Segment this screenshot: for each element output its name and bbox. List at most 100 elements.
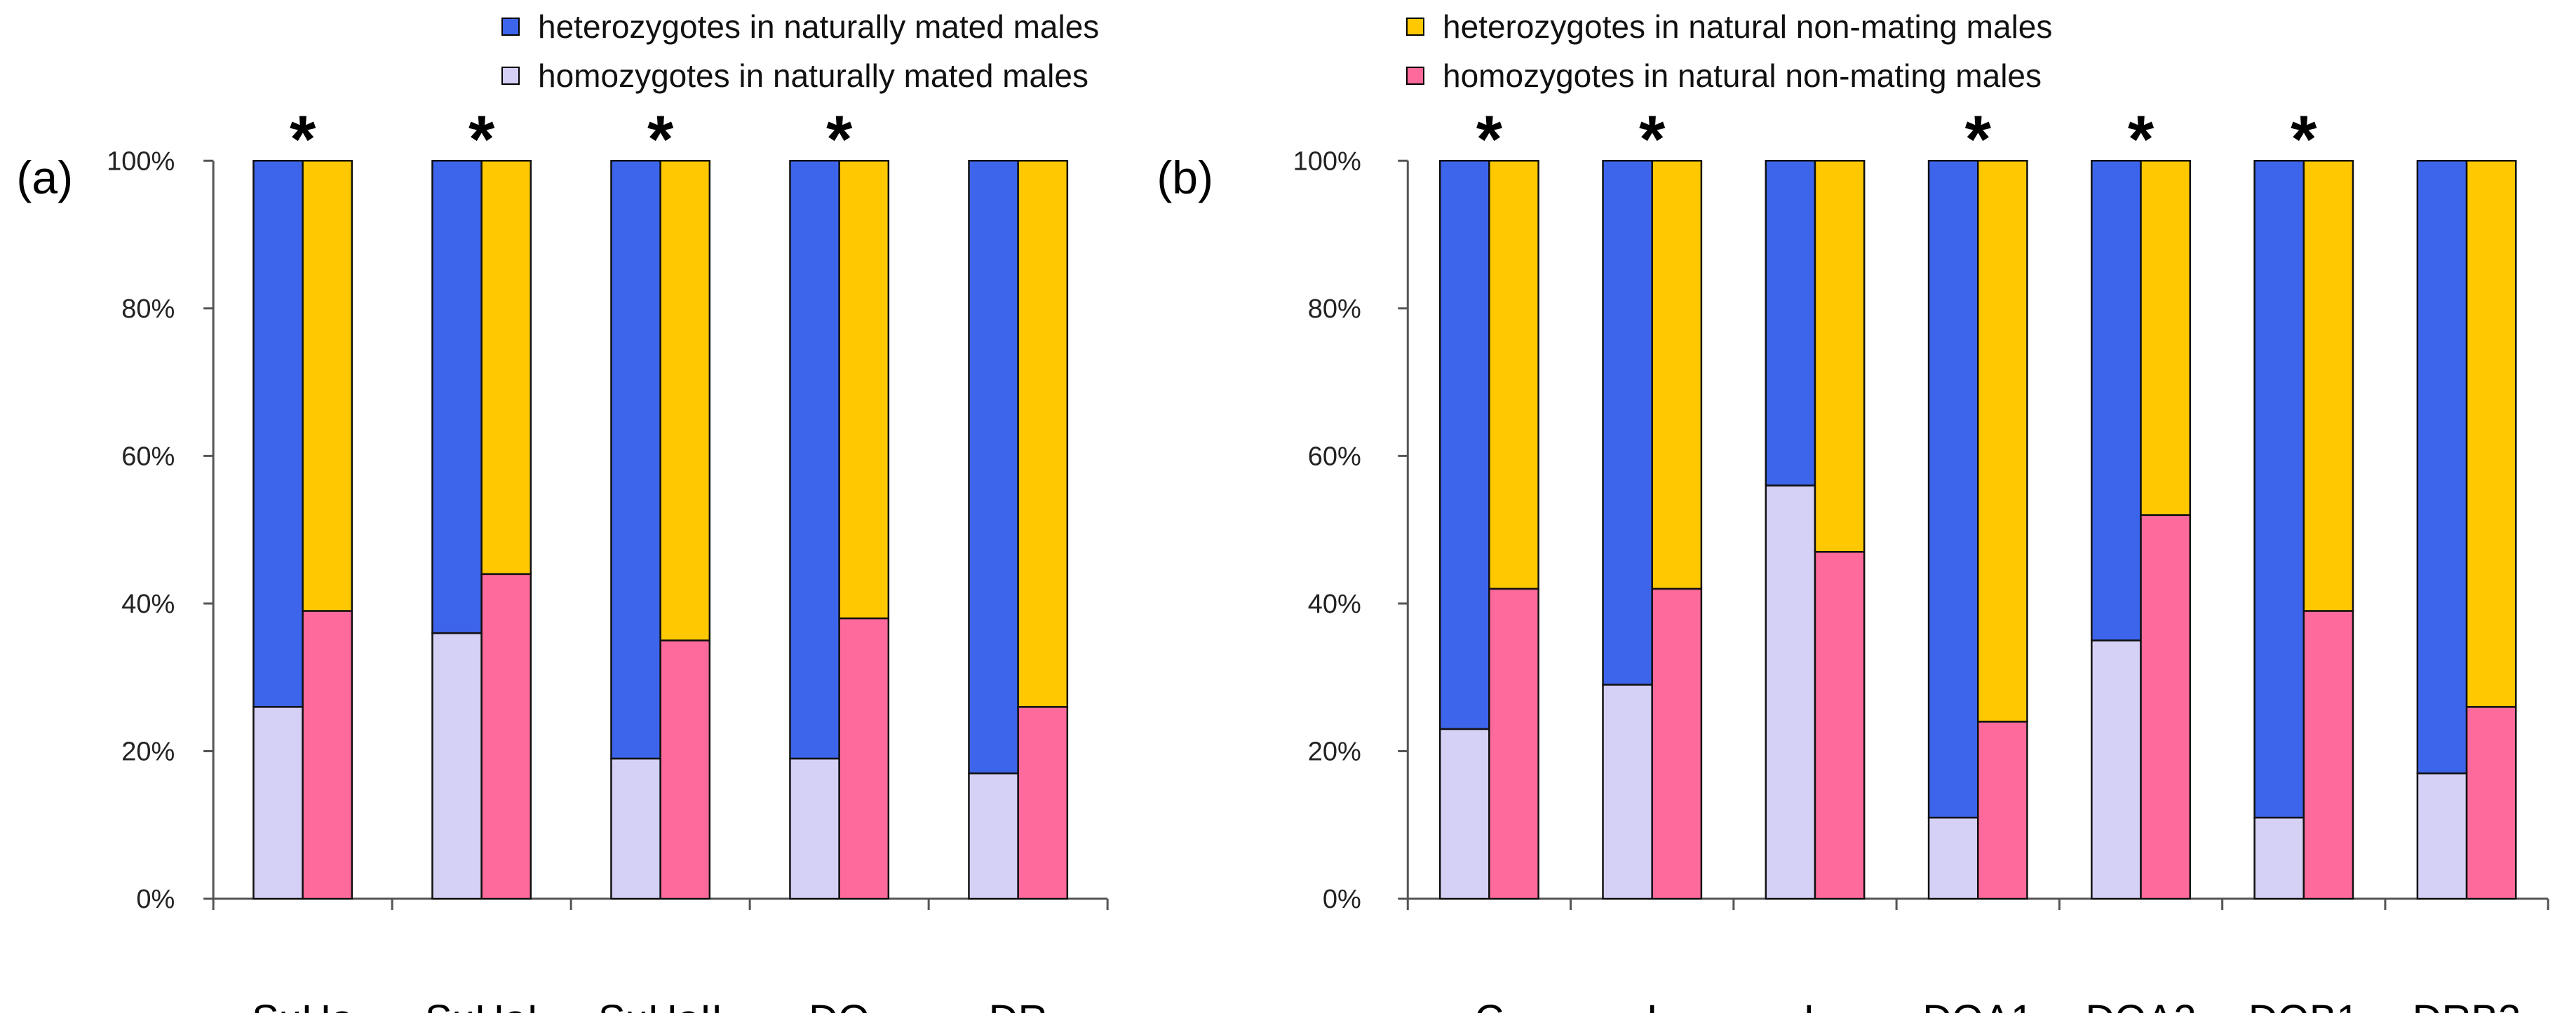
category-label-suhaii: SuHaII <box>598 997 722 1013</box>
y-tick-label: 100% <box>1293 147 1361 176</box>
panel-b-chart: (b) 0% 20% 40% 60% 80% 100% * C * I L * DQA1 * DQA2 * DQB… <box>1156 102 2549 1013</box>
bar-het-nonmating-suhai <box>480 160 532 576</box>
bar-het-nonmating-c <box>1488 160 1539 590</box>
bar-hom-mated-i <box>1602 684 1653 900</box>
y-tick-label: 0% <box>1323 885 1361 914</box>
legend-swatch-het-nonmating <box>1406 18 1424 36</box>
bar-hom-nonmating-dq <box>838 617 890 900</box>
category-label-dqa2: DQA2 <box>2086 997 2197 1013</box>
bar-het-nonmating-dqa2 <box>2140 160 2191 516</box>
bar-hom-mated-dqb1 <box>2253 816 2305 900</box>
bar-hom-nonmating-dqa2 <box>2140 514 2191 900</box>
bar-hom-mated-suhaii <box>610 757 661 900</box>
y-tick-label: 80% <box>121 294 175 324</box>
significance-star-i: * <box>1639 102 1666 177</box>
bar-hom-mated-drb3 <box>2416 772 2468 900</box>
significance-star-suhaii: * <box>647 102 674 177</box>
legend-item-het-nonmating: heterozygotes in natural non-mating male… <box>1406 6 2052 48</box>
bar-hom-mated-dq <box>789 757 840 900</box>
bar-hom-nonmating-c <box>1488 587 1539 900</box>
category-label-dq: DQ <box>809 997 870 1013</box>
y-tick-label: 0% <box>136 885 175 914</box>
category-label-suha: SuHa <box>252 997 354 1013</box>
bar-het-nonmating-i <box>1651 160 1703 590</box>
bar-hom-nonmating-suha <box>302 610 353 900</box>
y-tick-label: 60% <box>121 442 175 471</box>
legend-swatch-hom-mated <box>501 67 520 85</box>
panel-a-chart: (a) 0% 20% 40% 60% 80% 100% * SuHa * SuHaI * SuHaII *… <box>16 102 1109 1013</box>
bar-hom-nonmating-l <box>1814 550 1866 900</box>
bar-hom-nonmating-drb3 <box>2465 706 2517 900</box>
category-label-l: L <box>1804 997 1826 1013</box>
bar-hom-nonmating-i <box>1651 587 1703 900</box>
bar-het-mated-dq <box>789 160 840 760</box>
bar-hom-mated-suha <box>252 706 304 900</box>
bar-hom-nonmating-suhaii <box>659 639 711 900</box>
category-label-suhai: SuHaI <box>425 997 538 1013</box>
bar-het-nonmating-l <box>1814 160 1866 553</box>
y-tick-label: 20% <box>1308 737 1361 766</box>
bar-hom-mated-l <box>1765 484 1816 900</box>
bar-hom-mated-dqa1 <box>1927 816 1979 900</box>
y-tick-label: 60% <box>1308 442 1361 471</box>
bar-hom-nonmating-dr <box>1017 706 1069 900</box>
bar-hom-nonmating-dqa1 <box>1977 721 2028 900</box>
y-tick-label: 80% <box>1308 294 1361 324</box>
legend-right: heterozygotes in natural non-mating male… <box>1406 0 2388 105</box>
legend-label-het-mated: heterozygotes in naturally mated males <box>538 8 1100 45</box>
bar-het-mated-drb3 <box>2416 160 2468 775</box>
category-label-i: I <box>1647 997 1658 1013</box>
legend-item-hom-nonmating: homozygotes in natural non-mating males <box>1406 55 2042 97</box>
bar-het-nonmating-dq <box>838 160 890 620</box>
legend-label-hom-nonmating: homozygotes in natural non-mating males <box>1443 57 2042 94</box>
bar-het-mated-dqa1 <box>1927 160 1979 819</box>
y-tick-label: 40% <box>1308 590 1361 619</box>
bar-het-nonmating-dqb1 <box>2302 160 2354 612</box>
y-tick-label: 100% <box>107 147 175 176</box>
bar-hom-nonmating-dqb1 <box>2302 610 2354 900</box>
legend-left: heterozygotes in naturally mated males h… <box>501 0 1483 105</box>
significance-star-suha: * <box>290 102 316 177</box>
category-label-drb3: DRB3 <box>2413 997 2521 1013</box>
category-label-c: C <box>1474 997 1504 1013</box>
significance-star-dqb1: * <box>2291 102 2317 177</box>
bar-hom-mated-suhai <box>431 632 483 900</box>
category-label-dqa1: DQA1 <box>1922 997 2033 1013</box>
legend-item-hom-mated: homozygotes in naturally mated males <box>501 55 1088 97</box>
bar-het-mated-c <box>1438 160 1490 730</box>
bar-het-nonmating-drb3 <box>2465 160 2517 708</box>
legend-label-hom-mated: homozygotes in naturally mated males <box>538 57 1088 94</box>
bar-het-mated-suha <box>252 160 304 708</box>
bar-het-mated-l <box>1765 160 1816 487</box>
bar-hom-mated-c <box>1438 728 1490 900</box>
significance-star-dqa2: * <box>2128 102 2154 177</box>
y-tick-label: 40% <box>121 590 175 619</box>
significance-star-suhai: * <box>468 102 495 177</box>
bar-het-mated-dqb1 <box>2253 160 2305 819</box>
bar-hom-nonmating-suhai <box>480 573 532 900</box>
panel-label-b: (b) <box>1156 151 1213 203</box>
bar-het-mated-i <box>1602 160 1653 686</box>
legend-swatch-hom-nonmating <box>1406 67 1424 85</box>
bar-hom-mated-dr <box>968 772 1019 900</box>
bar-het-mated-suhaii <box>610 160 661 760</box>
panel-label-a: (a) <box>16 151 73 203</box>
bar-het-nonmating-dqa1 <box>1977 160 2028 723</box>
bar-hom-mated-dqa2 <box>2091 639 2142 900</box>
bar-het-nonmating-dr <box>1017 160 1069 708</box>
legend-item-het-mated: heterozygotes in naturally mated males <box>501 6 1099 48</box>
bar-het-nonmating-suha <box>302 160 353 612</box>
bar-het-mated-dr <box>968 160 1019 775</box>
category-label-dqb1: DQB1 <box>2248 997 2359 1013</box>
category-label-dr: DR <box>989 997 1048 1013</box>
legend-label-het-nonmating: heterozygotes in natural non-mating male… <box>1443 8 2053 45</box>
significance-star-c: * <box>1476 102 1503 177</box>
legend-swatch-het-mated <box>501 18 520 36</box>
bar-het-nonmating-suhaii <box>659 160 711 641</box>
significance-star-dqa1: * <box>1965 102 1992 177</box>
bar-het-mated-dqa2 <box>2091 160 2142 641</box>
significance-star-dq: * <box>826 102 853 177</box>
bar-het-mated-suhai <box>431 160 483 634</box>
y-tick-label: 20% <box>121 737 175 766</box>
